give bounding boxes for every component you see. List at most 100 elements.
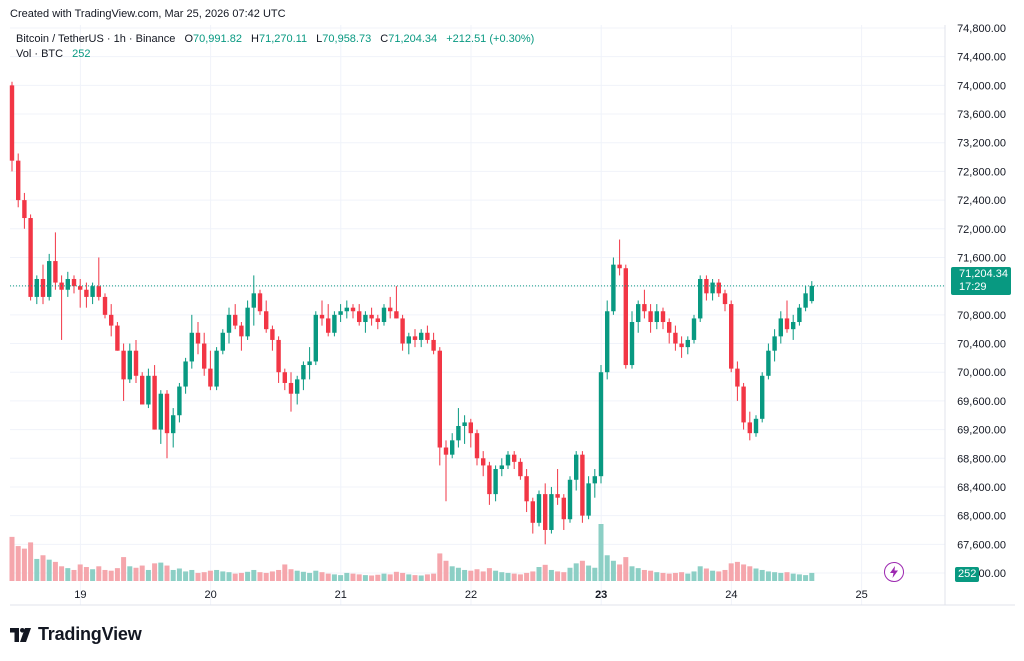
price-tick-label: 70,000.00 xyxy=(957,367,1006,379)
time-tick-label: 24 xyxy=(725,589,737,601)
volume-bar xyxy=(449,566,455,581)
volume-bar xyxy=(617,564,623,581)
volume-bar xyxy=(220,571,226,581)
volume-bar xyxy=(350,573,356,581)
candle-body xyxy=(158,393,163,430)
price-tick-label: 68,800.00 xyxy=(957,453,1006,465)
time-tick-label: 19 xyxy=(74,589,86,601)
volume-bar xyxy=(486,568,492,581)
candle-body xyxy=(115,325,120,351)
volume-bar xyxy=(331,574,337,581)
candle-body xyxy=(96,286,101,297)
candle-body xyxy=(313,314,318,362)
price-tick-label: 73,600.00 xyxy=(957,109,1006,121)
volume-bar xyxy=(226,572,232,581)
candle-body xyxy=(648,311,653,323)
candle-body xyxy=(40,278,46,297)
volume-bar xyxy=(400,572,406,581)
candle-body xyxy=(164,393,170,434)
candle-body xyxy=(177,386,182,416)
volume-bar xyxy=(102,569,108,581)
candle-body xyxy=(276,339,281,373)
volume-bar xyxy=(381,573,387,581)
volume-bar xyxy=(505,572,511,581)
candle-body xyxy=(301,365,306,380)
candle-body xyxy=(332,314,337,333)
volume-bar xyxy=(52,561,58,581)
price-axis[interactable]: 67,200.0067,600.0068,000.0068,400.0068,8… xyxy=(957,23,1006,580)
time-tick-label: 20 xyxy=(204,589,216,601)
volume-bar xyxy=(685,573,691,581)
volume-bar xyxy=(183,571,189,581)
candle-body xyxy=(642,304,647,312)
lightning-icon[interactable] xyxy=(884,562,904,582)
volume-bar xyxy=(604,555,610,581)
volume-bar xyxy=(734,561,740,581)
volume-bar xyxy=(648,570,654,581)
candle-body xyxy=(698,278,703,319)
legend-vol-value: 252 xyxy=(72,48,91,60)
price-tick-label: 72,800.00 xyxy=(957,166,1006,178)
candle-body xyxy=(127,350,132,380)
volume-bar xyxy=(555,571,561,581)
volume-bar xyxy=(65,568,71,581)
candle-body xyxy=(592,476,597,484)
volume-bar xyxy=(480,571,486,581)
volume-bar xyxy=(369,575,375,581)
legend-symbol[interactable]: Bitcoin / TetherUS · 1h · Binance xyxy=(16,33,176,45)
candle-body xyxy=(766,350,771,376)
volume-bar xyxy=(561,572,567,581)
legend-low-label: L xyxy=(316,33,323,45)
volume-bar xyxy=(127,566,133,581)
candle-body xyxy=(512,454,517,462)
volume-bar xyxy=(121,557,127,581)
volume-bar xyxy=(468,570,474,581)
volume-bar xyxy=(679,572,685,581)
volume-bar xyxy=(152,563,158,581)
time-axis[interactable]: 19 20 21 22 23 24 25 xyxy=(74,589,867,601)
volume-bar xyxy=(288,569,294,581)
volume-bar xyxy=(77,564,83,581)
candle-body xyxy=(505,454,511,466)
volume-bar xyxy=(294,570,300,581)
volume-bar xyxy=(313,570,319,581)
volume-bar xyxy=(15,546,21,581)
price-tick-label: 74,000.00 xyxy=(957,80,1006,92)
volume-bar xyxy=(610,560,616,581)
candle-body xyxy=(9,85,15,161)
candle-body xyxy=(233,314,238,326)
tradingview-brand[interactable]: TradingView xyxy=(10,624,142,645)
volume-bar xyxy=(9,536,15,581)
volume-bar xyxy=(573,563,579,581)
candle-body xyxy=(431,339,436,351)
volume-bar xyxy=(158,562,164,581)
legend-vol-label[interactable]: Vol · BTC xyxy=(16,48,64,60)
volume-bar xyxy=(759,569,765,581)
legend-close-label: C xyxy=(380,33,389,45)
candle-body xyxy=(102,296,108,315)
candle-body xyxy=(121,350,126,380)
price-candles xyxy=(9,81,814,545)
volume-bar xyxy=(784,572,790,581)
candle-body xyxy=(307,361,312,366)
candle-body xyxy=(524,476,529,502)
volume-bar xyxy=(133,567,139,581)
volume-bar xyxy=(511,573,517,581)
candle-body xyxy=(412,336,418,340)
price-tick-label: 69,200.00 xyxy=(957,425,1006,437)
volume-bar xyxy=(393,571,399,581)
candle-body xyxy=(481,458,486,466)
candle-body xyxy=(65,278,70,290)
last-price-value: 71,204.34 xyxy=(959,268,1008,280)
price-tick-label: 67,600.00 xyxy=(957,539,1006,551)
volume-bar xyxy=(362,575,368,581)
volume-bar xyxy=(418,575,424,581)
volume-bar xyxy=(623,557,629,581)
volume-bar xyxy=(542,564,548,581)
volume-bar xyxy=(586,565,592,581)
volume-bar xyxy=(325,573,331,581)
price-tick-label: 70,400.00 xyxy=(957,339,1006,351)
candle-body xyxy=(133,350,139,376)
candle-body xyxy=(753,418,759,434)
